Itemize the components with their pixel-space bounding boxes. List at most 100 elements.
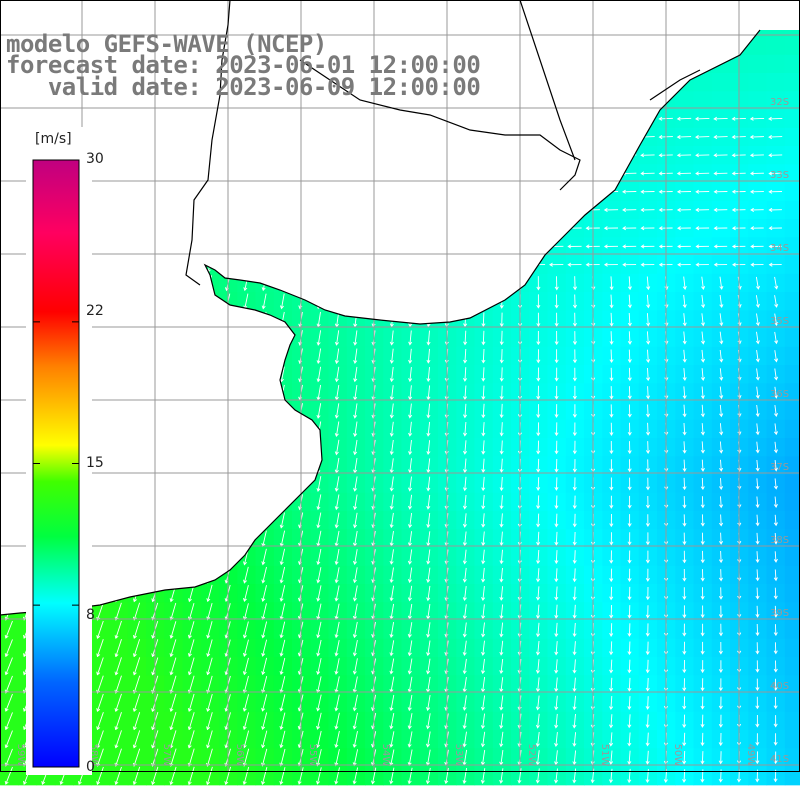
wind-arrow bbox=[316, 548, 322, 566]
wind-arrow bbox=[499, 622, 504, 638]
wind-arrow bbox=[261, 585, 267, 602]
wind-arrow bbox=[609, 586, 614, 601]
wind-arrow bbox=[700, 678, 705, 692]
wind-arrow bbox=[169, 621, 177, 639]
wind-arrow bbox=[261, 694, 268, 712]
wind-arrow bbox=[719, 496, 724, 509]
wind-arrow bbox=[389, 694, 395, 712]
lon-label: 57W bbox=[161, 744, 172, 767]
wind-arrow bbox=[352, 712, 358, 730]
wind-arrow bbox=[573, 276, 578, 291]
wind-arrow bbox=[646, 367, 651, 382]
wind-arrow bbox=[645, 659, 650, 674]
wind-arrow bbox=[695, 207, 710, 212]
wind-arrow bbox=[426, 567, 431, 583]
wind-arrow bbox=[426, 403, 431, 419]
wind-arrow bbox=[316, 658, 322, 675]
wind-arrow bbox=[481, 403, 486, 419]
wind-arrow bbox=[536, 495, 541, 510]
wind-arrow bbox=[499, 658, 504, 675]
wind-arrow bbox=[151, 766, 159, 786]
wind-arrow bbox=[755, 551, 760, 563]
wind-arrow bbox=[353, 476, 358, 492]
wind-arrow bbox=[114, 766, 122, 786]
wind-arrow bbox=[316, 767, 322, 785]
wind-arrow bbox=[187, 730, 195, 749]
wind-arrow bbox=[646, 404, 651, 418]
wind-cell bbox=[693, 73, 713, 92]
wind-cell bbox=[91, 602, 111, 622]
wind-arrow bbox=[352, 658, 358, 675]
wind-arrow bbox=[408, 385, 413, 401]
wind-arrow bbox=[701, 313, 706, 327]
wind-arrow bbox=[572, 641, 577, 656]
wind-arrow bbox=[242, 766, 250, 786]
wind-arrow bbox=[627, 495, 632, 509]
wind-arrow bbox=[481, 640, 486, 656]
wind-arrow bbox=[206, 730, 213, 749]
wind-arrow bbox=[132, 730, 141, 749]
wind-arrow bbox=[645, 495, 650, 509]
wind-arrow bbox=[682, 386, 687, 400]
wind-cell bbox=[748, 73, 768, 92]
wind-arrow bbox=[572, 422, 577, 437]
wind-arrow bbox=[169, 639, 177, 658]
wind-arrow bbox=[206, 675, 213, 694]
wind-arrow bbox=[425, 731, 431, 748]
wind-arrow bbox=[700, 532, 705, 545]
wind-arrow bbox=[536, 422, 541, 437]
wind-arrow bbox=[279, 767, 286, 785]
wind-arrow bbox=[499, 549, 504, 565]
wind-arrow bbox=[645, 677, 650, 692]
wind-arrow bbox=[572, 531, 577, 546]
wind-arrow bbox=[114, 657, 122, 676]
wind-arrow bbox=[480, 713, 486, 730]
wind-arrow bbox=[700, 732, 705, 747]
wind-arrow bbox=[554, 404, 559, 418]
wind-arrow bbox=[773, 551, 778, 563]
colorbar-tick-label: 8 bbox=[86, 607, 95, 623]
wind-arrow bbox=[719, 368, 724, 381]
wind-arrow bbox=[627, 294, 632, 309]
wind-arrow bbox=[645, 605, 650, 619]
wind-arrow bbox=[535, 640, 540, 656]
wind-arrow bbox=[768, 116, 783, 121]
wind-arrow bbox=[719, 423, 724, 436]
wind-arrow bbox=[755, 386, 760, 399]
wind-arrow bbox=[755, 605, 760, 618]
wind-cell bbox=[784, 255, 800, 275]
wind-arrow bbox=[719, 294, 724, 309]
wind-arrow bbox=[279, 566, 286, 584]
wind-arrow bbox=[389, 731, 395, 748]
wind-cell bbox=[784, 602, 800, 622]
wind-cell bbox=[784, 511, 800, 530]
wind-arrow bbox=[627, 732, 632, 747]
wind-arrow bbox=[718, 660, 723, 673]
wind-arrow bbox=[481, 312, 486, 328]
wind-arrow bbox=[627, 459, 632, 473]
wind-arrow bbox=[187, 639, 195, 658]
wind-arrow bbox=[132, 693, 141, 713]
wind-arrow bbox=[755, 751, 760, 765]
wind-arrow bbox=[261, 548, 267, 566]
wind-arrow bbox=[206, 621, 213, 639]
wind-arrow bbox=[554, 659, 559, 674]
wind-arrow bbox=[774, 295, 779, 308]
colorbar-tick-marks bbox=[33, 159, 79, 768]
wind-cell bbox=[766, 73, 786, 92]
wind-arrow bbox=[242, 675, 249, 694]
wind-arrow bbox=[499, 731, 504, 748]
lat-label: 40S bbox=[770, 681, 789, 692]
wind-arrow bbox=[627, 714, 632, 729]
wind-arrow bbox=[773, 587, 778, 600]
wind-arrow bbox=[682, 276, 687, 290]
wind-arrow bbox=[481, 476, 486, 492]
wind-arrow bbox=[719, 349, 724, 363]
colorbar-tick-label: 15 bbox=[86, 455, 104, 471]
wind-arrow bbox=[773, 605, 778, 618]
wind-arrow bbox=[774, 386, 779, 399]
wind-arrow bbox=[499, 586, 504, 601]
wind-arrow bbox=[407, 585, 413, 602]
wind-arrow bbox=[682, 641, 687, 655]
wind-arrow bbox=[750, 244, 764, 249]
